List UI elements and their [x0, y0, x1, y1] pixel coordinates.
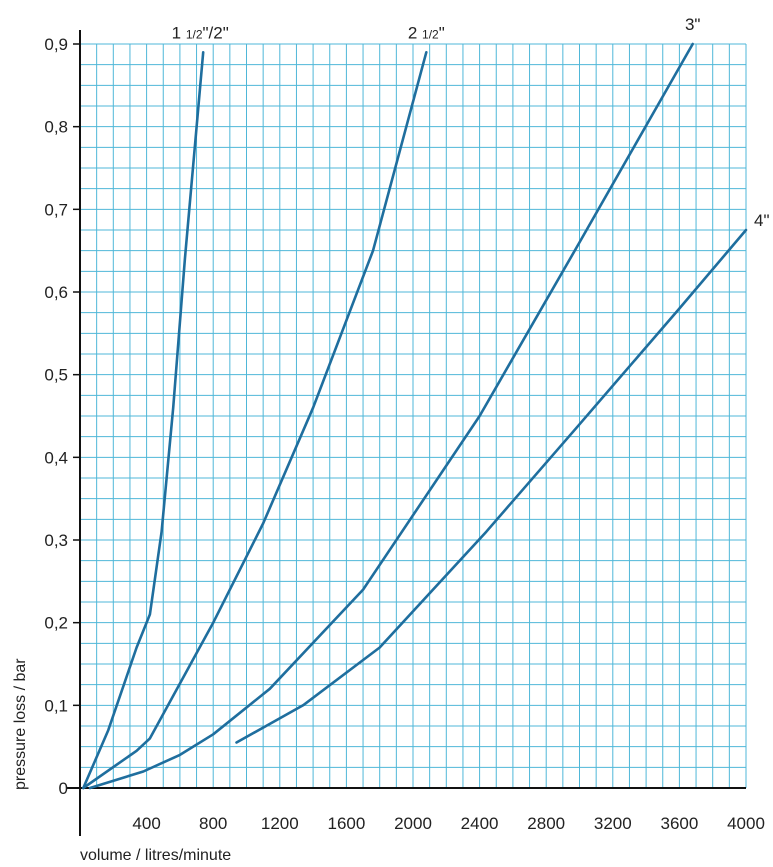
y-axis-title: pressure loss / bar	[12, 658, 29, 790]
x-tick-labels: 400 800 1200 1600 2000 2400 2800 3200 3600 4000	[132, 814, 765, 833]
axes	[66, 30, 746, 836]
y-tick-label: 0,2	[44, 614, 68, 633]
x-tick-label: 400	[132, 814, 160, 833]
y-tick-label: 0,7	[44, 200, 68, 219]
series-line	[82, 51, 428, 790]
y-tick-label: 0,5	[44, 366, 68, 385]
series-lines	[82, 42, 748, 790]
y-tick-label: 0,3	[44, 531, 68, 550]
y-tick-label: 0,8	[44, 118, 68, 137]
x-tick-label: 1600	[327, 814, 365, 833]
series-label: 2 1/2"	[408, 23, 445, 42]
x-tick-label: 3600	[660, 814, 698, 833]
x-tick-label: 2800	[527, 814, 565, 833]
series-label: 3"	[685, 15, 701, 34]
x-tick-label: 2400	[461, 814, 499, 833]
series-labels: 1 1/2"/2" 2 1/2" 3" 4"	[172, 15, 770, 230]
y-tick-labels: 0 0,1 0,2 0,3 0,4 0,5 0,6 0,7 0,8 0,9	[44, 35, 80, 798]
x-tick-label: 3200	[594, 814, 632, 833]
grid	[80, 43, 747, 789]
x-axis-title: volume / litres/minute	[80, 847, 231, 864]
series-label: 1 1/2"/2"	[172, 23, 229, 42]
series-line	[235, 228, 748, 744]
series-line	[88, 42, 694, 790]
x-tick-label: 800	[199, 814, 227, 833]
x-tick-label: 4000	[727, 814, 765, 833]
y-tick-label: 0,1	[44, 696, 68, 715]
y-tick-label: 0	[59, 779, 68, 798]
y-tick-label: 0,9	[44, 35, 68, 54]
y-tick-label: 0,4	[44, 448, 68, 467]
y-tick-label: 0,6	[44, 283, 68, 302]
series-label: 4"	[754, 211, 770, 230]
series-line	[82, 51, 205, 790]
x-tick-label: 2000	[394, 814, 432, 833]
x-tick-label: 1200	[261, 814, 299, 833]
